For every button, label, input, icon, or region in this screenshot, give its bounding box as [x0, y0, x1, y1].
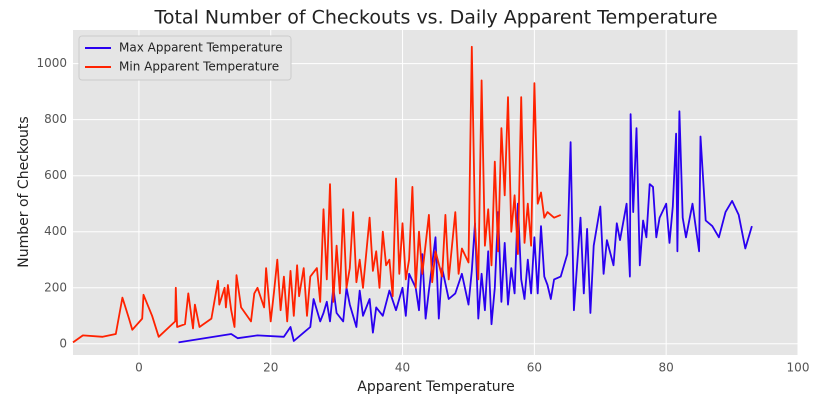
- y-tick-label: 200: [44, 280, 67, 294]
- x-tick-label: 40: [395, 361, 410, 375]
- legend: Max Apparent Temperature Min Apparent Tem…: [78, 35, 292, 81]
- y-tick-label: 1000: [36, 56, 67, 70]
- x-tick-label: 100: [787, 361, 810, 375]
- x-tick-label: 0: [135, 361, 143, 375]
- line: [178, 110, 753, 344]
- y-tick-label: 600: [44, 168, 67, 182]
- y-tick-label: 0: [59, 336, 67, 350]
- legend-label: Max Apparent Temperature: [119, 41, 283, 55]
- legend-label: Min Apparent Temperature: [119, 60, 279, 74]
- x-tick-label: 60: [527, 361, 542, 375]
- y-tick-label: 800: [44, 112, 67, 126]
- y-axis-label: Number of Checkouts: [16, 116, 32, 267]
- line: [72, 45, 562, 344]
- y-tick-label: 400: [44, 224, 67, 238]
- x-axis-label: Apparent Temperature: [357, 379, 515, 395]
- legend-box: [78, 35, 292, 81]
- x-tick-label: 80: [659, 361, 674, 375]
- chart-title: Total Number of Checkouts vs. Daily Appa…: [153, 7, 717, 29]
- x-tick-label: 20: [263, 361, 278, 375]
